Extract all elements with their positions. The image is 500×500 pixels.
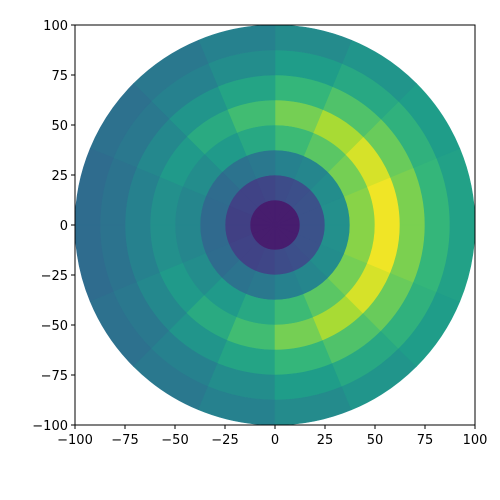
x-tick-label: −25 [211, 433, 238, 448]
x-tick-label: −75 [111, 433, 138, 448]
y-tick-label: 25 [51, 169, 68, 184]
x-tick-label: −50 [161, 433, 188, 448]
y-tick-label: 0 [60, 219, 68, 234]
x-tick-label: 75 [417, 433, 434, 448]
x-tick-label: −100 [57, 433, 93, 448]
y-tick-label: −50 [41, 319, 68, 334]
y-tick-label: 50 [51, 119, 68, 134]
y-tick-label: 100 [43, 19, 68, 34]
x-tick-label: 25 [317, 433, 334, 448]
x-tick-label: 100 [463, 433, 488, 448]
x-tick-label: 0 [271, 433, 279, 448]
y-tick-label: −100 [32, 419, 68, 434]
x-tick-label: 50 [367, 433, 384, 448]
heatmap [74, 24, 476, 426]
y-tick-label: −25 [41, 269, 68, 284]
heat-cell [436, 224, 476, 302]
y-tick-label: 75 [51, 69, 68, 84]
y-tick-label: −75 [41, 369, 68, 384]
